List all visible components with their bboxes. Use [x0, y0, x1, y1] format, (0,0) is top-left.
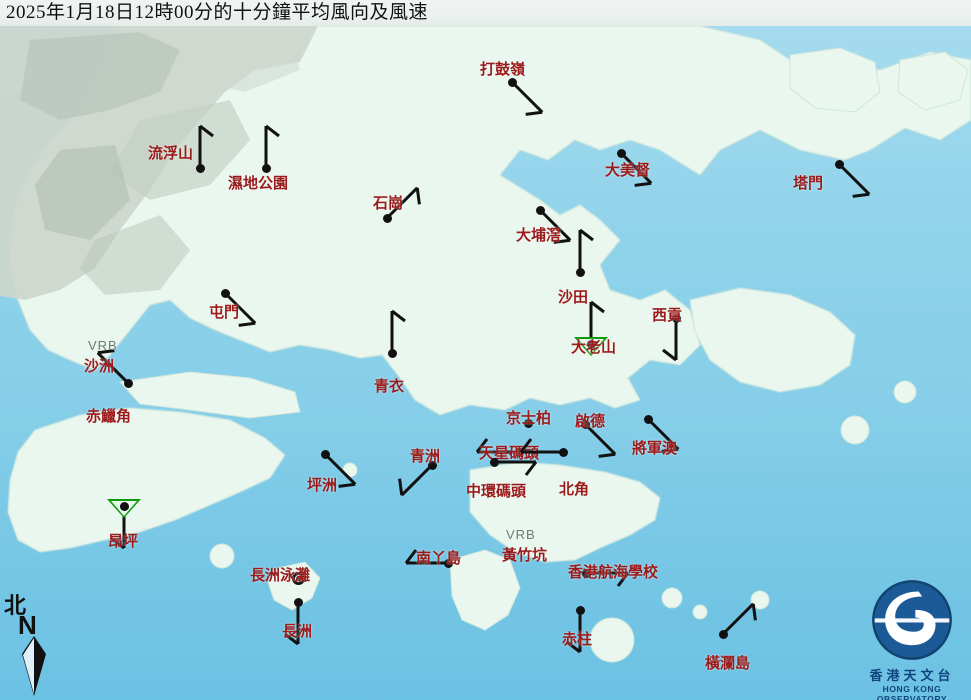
station-label: 長洲: [282, 624, 313, 640]
logo-name-en: HONG KONG OBSERVATORY: [876, 684, 948, 700]
station-dot-icon: [382, 213, 392, 223]
station-label: 昂坪: [108, 534, 139, 550]
station-dot-icon: [427, 460, 437, 470]
compass-label-en: N: [18, 610, 37, 640]
logo-name-cn: 香港天文台: [869, 668, 955, 683]
station-dot-icon: [489, 457, 499, 467]
station-dot-icon: [581, 568, 591, 578]
station-label: 南丫島: [416, 551, 462, 567]
compass-label-cn: 北: [4, 593, 27, 618]
station-dot-icon: [514, 447, 524, 457]
station-dot-icon: [123, 378, 133, 388]
variable-wind-label: VRB: [88, 338, 118, 353]
station-dot-icon: [616, 148, 626, 158]
station-dot-icon: [586, 339, 596, 349]
station-label: 大美督: [605, 163, 651, 179]
title-bar: [0, 0, 971, 26]
station-dot-icon: [507, 77, 517, 87]
station-label: 赤柱: [562, 632, 593, 648]
station-dot-icon: [558, 447, 568, 457]
compass-rose: 北 N: [4, 588, 64, 698]
station-label: 石崗: [373, 196, 404, 212]
station-dot-icon: [387, 348, 397, 358]
station-label: 打鼓嶺: [480, 62, 526, 78]
station-dot-icon: [195, 163, 205, 173]
station-label: 流浮山: [148, 146, 194, 162]
station-dot-icon: [834, 159, 844, 169]
compass-needle-icon: [22, 636, 46, 696]
station-dot-icon: [575, 605, 585, 615]
station-label: 濕地公園: [228, 176, 289, 192]
station-label: 橫瀾島: [705, 656, 751, 672]
station-label: 青衣: [374, 379, 405, 395]
station-label: 坪洲: [307, 478, 338, 494]
station-label: 大埔滘: [516, 228, 562, 244]
station-dot-icon: [293, 597, 303, 607]
page-title: 2025年1月18日12時00分的十分鐘平均風向及風速: [6, 2, 429, 23]
station-dot-icon: [119, 501, 129, 511]
station-label: 塔門: [793, 176, 824, 192]
station-label: 沙洲: [84, 359, 115, 375]
station-label: 北角: [559, 482, 590, 498]
station-label: 中環碼頭: [466, 484, 527, 500]
station-dot-icon: [523, 418, 533, 428]
station-dot-icon: [535, 205, 545, 215]
station-label: 西貢: [652, 308, 683, 324]
station-dot-icon: [320, 449, 330, 459]
station-label: 天星碼頭: [479, 446, 540, 462]
observatory-emblem-icon: [872, 580, 952, 660]
station-dot-icon: [261, 163, 271, 173]
station-label: 青洲: [410, 449, 441, 465]
station-label: 京士柏: [506, 411, 552, 427]
station-label: 香港航海學校: [568, 565, 659, 581]
station-label: 將軍澳: [632, 441, 678, 457]
hko-logo: 香港天文台 HONG KONG OBSERVATORY: [856, 578, 968, 700]
station-label: 赤鱲角: [86, 409, 132, 425]
station-label: 沙田: [558, 290, 589, 306]
station-label: 屯門: [209, 305, 240, 321]
station-label: 黃竹坑: [502, 548, 548, 564]
station-dot-icon: [443, 558, 453, 568]
variable-wind-label: VRB: [506, 527, 536, 542]
station-label: 啟德: [575, 414, 606, 430]
station-dot-icon: [580, 419, 590, 429]
station-dot-icon: [575, 267, 585, 277]
station-dot-icon: [718, 629, 728, 639]
station-dot-icon: [220, 288, 230, 298]
station-dot-icon: [643, 414, 653, 424]
calm-station-icon: [291, 571, 305, 585]
station-dot-icon: [671, 313, 681, 323]
station-label: 大老山: [571, 340, 617, 356]
station-label: 長洲泳灘: [250, 568, 311, 584]
